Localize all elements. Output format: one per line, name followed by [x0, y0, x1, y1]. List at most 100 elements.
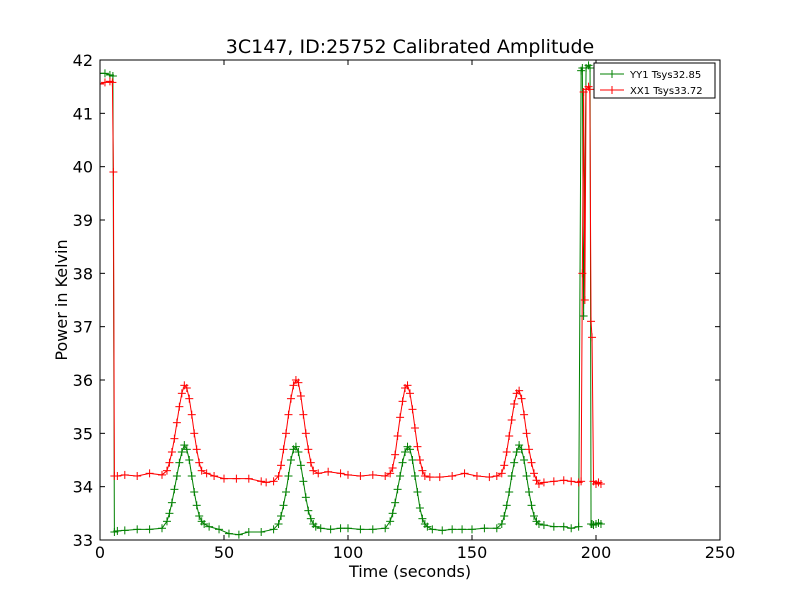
data-point: [460, 469, 469, 478]
data-point: [574, 522, 583, 531]
legend: YY1 Tsys32.85 XX1 Tsys33.72: [593, 62, 716, 99]
data-point: [388, 464, 397, 472]
data-point: [406, 389, 414, 398]
data-point: [177, 448, 186, 456]
data-point: [309, 466, 318, 475]
data-point: [195, 458, 204, 467]
data-point: [108, 78, 117, 87]
data-point: [299, 410, 308, 419]
data-point: [401, 448, 410, 456]
data-point: [170, 434, 179, 443]
data-point: [257, 477, 266, 486]
data-point: [520, 410, 529, 419]
data-point: [368, 470, 377, 479]
y-tick-label: 37: [73, 318, 93, 337]
data-point: [336, 524, 345, 533]
axes-background: [100, 60, 720, 540]
data-point: [559, 476, 568, 485]
data-point: [586, 64, 595, 72]
data-point: [113, 526, 122, 535]
data-point: [133, 525, 142, 534]
data-point: [262, 478, 271, 487]
data-point: [282, 429, 290, 438]
data-point: [185, 456, 194, 464]
data-point: [393, 485, 402, 494]
data-point: [534, 480, 543, 488]
data-point: [162, 466, 171, 475]
data-point: [408, 456, 417, 464]
data-point: [580, 296, 589, 304]
data-point: [527, 501, 536, 510]
data-point: [510, 400, 519, 408]
data-point: [291, 442, 300, 451]
y-tick-label: 34: [73, 478, 93, 497]
x-tick-label: 150: [457, 543, 488, 562]
data-point: [425, 473, 434, 482]
data-point: [304, 445, 313, 454]
data-point: [435, 473, 444, 482]
data-point: [534, 520, 543, 528]
data-point: [299, 477, 308, 486]
data-point: [170, 485, 179, 494]
data-point: [527, 458, 536, 467]
data-point: [585, 85, 594, 94]
data-point: [316, 524, 325, 533]
data-point: [410, 424, 419, 432]
data-point: [282, 488, 290, 496]
data-point: [100, 80, 104, 88]
data-point: [210, 472, 219, 480]
data-point: [428, 525, 437, 534]
data-point: [192, 445, 201, 454]
data-point: [167, 498, 176, 507]
y-tick-label: 41: [73, 104, 93, 123]
data-point: [257, 528, 266, 536]
data-point: [505, 488, 514, 496]
data-point: [172, 418, 181, 427]
data-point: [492, 472, 501, 480]
data-point: [177, 389, 186, 398]
data-point: [172, 472, 181, 480]
data-point: [415, 504, 424, 512]
data-point: [120, 470, 129, 479]
x-tick-label: 100: [333, 543, 364, 562]
y-tick-label: 42: [73, 51, 93, 70]
plot-area: [99, 59, 721, 541]
data-point: [520, 456, 529, 464]
data-point: [567, 524, 576, 533]
data-point: [185, 394, 194, 403]
data-point: [515, 386, 524, 395]
data-point: [279, 501, 288, 510]
data-point: [510, 458, 519, 467]
data-point: [492, 524, 501, 533]
y-tick-label: 33: [73, 531, 93, 550]
data-point: [530, 469, 538, 478]
data-point: [525, 488, 534, 496]
data-point: [415, 456, 424, 464]
data-point: [182, 445, 191, 454]
data-point: [522, 472, 531, 480]
data-point: [180, 441, 189, 450]
data-point: [396, 413, 405, 422]
data-point: [296, 461, 305, 470]
legend-item: XX1 Tsys33.72: [600, 86, 703, 97]
data-point: [458, 525, 467, 534]
data-point: [413, 442, 422, 451]
data-point: [197, 466, 206, 475]
data-point: [420, 472, 429, 480]
series-layer: [100, 64, 602, 536]
data-point: [301, 493, 310, 502]
data-point: [418, 514, 427, 523]
axes-frame: [99, 59, 721, 541]
data-point: [408, 405, 417, 414]
data-point: [277, 512, 286, 520]
data-point: [314, 469, 323, 478]
data-point: [468, 525, 476, 534]
y-tick-label: 40: [73, 158, 93, 177]
data-point: [344, 470, 352, 479]
data-point: [192, 501, 201, 510]
data-point: [517, 445, 526, 454]
series-line-1: [100, 80, 602, 485]
data-point: [190, 429, 199, 438]
